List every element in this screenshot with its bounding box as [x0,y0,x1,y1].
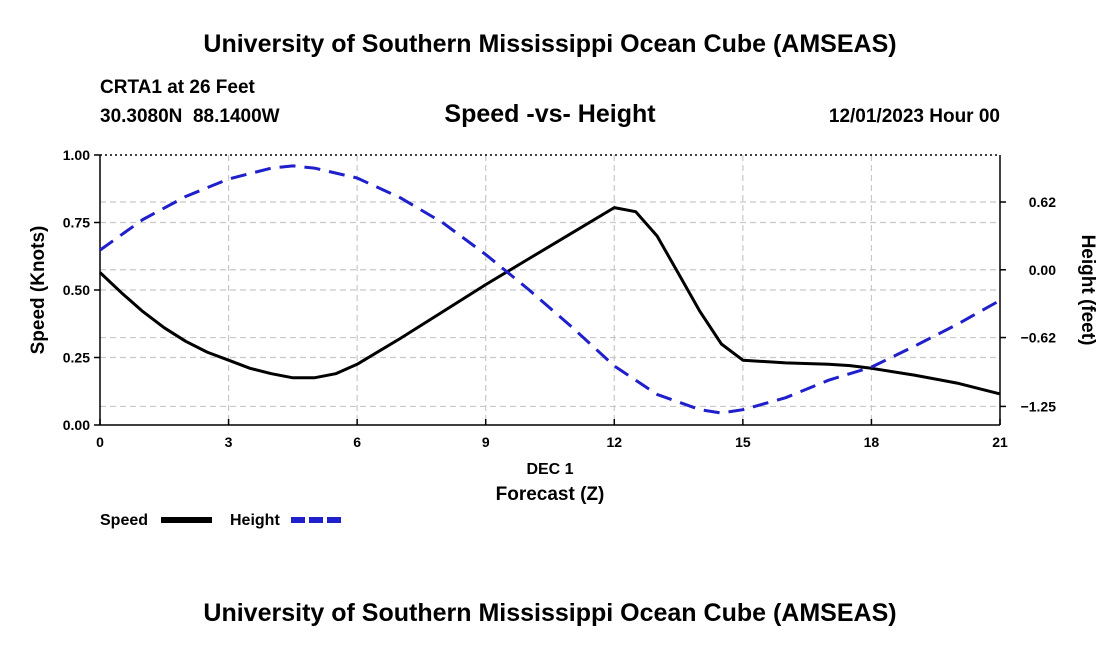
series-line-speed [98,206,1001,396]
chart-title: University of Southern Mississippi Ocean… [203,30,897,58]
y-tick-label: 1.00 [63,147,90,163]
y2-tick-label: −0.62 [1021,330,1057,346]
x-tick-label: 21 [992,434,1008,450]
y-tick-label: 0.25 [63,350,90,366]
chart-subtitle: Speed -vs- Height [444,100,656,128]
x-tick-label: 9 [482,434,490,450]
legend-label-speed: Speed [100,512,148,529]
forecast-date: 12/01/2023 Hour 00 [828,106,1000,127]
series-line-height [99,164,1001,415]
x-tick-label: 3 [225,434,233,450]
y2-axis-label: Height (feet) [1077,235,1098,346]
legend-label-height: Height [230,512,280,529]
y-tick-label: 0.75 [63,215,90,231]
x-tick-label: 0 [96,434,104,450]
y2-tick-label: 0.00 [1029,262,1056,278]
y-axis-label: Speed (Knots) [28,226,49,355]
x-tick-label: 6 [353,434,361,450]
x-tick-label: 18 [864,434,880,450]
footer-title: University of Southern Mississippi Ocean… [203,599,897,627]
x-axis-date-label: DEC 1 [526,461,573,478]
y-tick-label: 0.50 [63,282,90,298]
y-tick-label: 0.00 [63,417,90,433]
y2-tick-label: 0.62 [1029,194,1056,210]
x-tick-label: 12 [606,434,622,450]
station-coordinates: 30.3080N 88.1400W [100,106,280,127]
station-label: CRTA1 at 26 Feet [100,77,255,98]
y2-tick-label: −1.25 [1021,398,1057,414]
x-axis-label: Forecast (Z) [496,484,605,505]
x-tick-label: 15 [735,434,751,450]
